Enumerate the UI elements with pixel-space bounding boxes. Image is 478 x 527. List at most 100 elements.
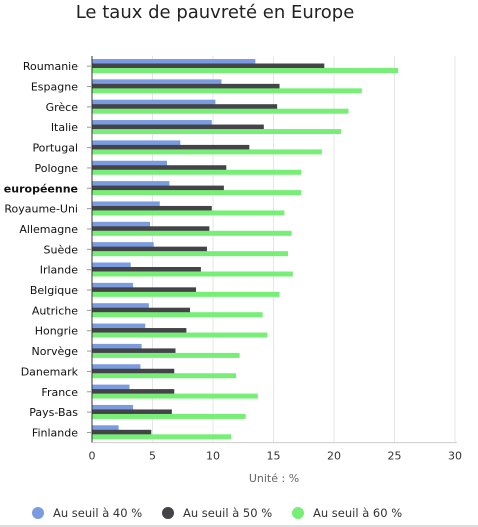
bar-Belgique-0[interactable] (92, 282, 134, 288)
bar-Allemagne-0[interactable] (92, 221, 151, 227)
bar-Belgique-2[interactable] (92, 291, 280, 297)
legend-marker (292, 507, 304, 519)
bar-Suède-1[interactable] (92, 246, 207, 252)
chart-title: Le taux de pauvreté en Europe (75, 2, 355, 23)
bar-Italie-1[interactable] (92, 124, 264, 130)
category-label: Portugal (32, 142, 78, 155)
legend[interactable]: Au seuil à 40 % Au seuil à 50 % Au seuil à… (0, 502, 478, 524)
category-label: Roumanie (23, 60, 78, 73)
bar-Pologne-1[interactable] (92, 165, 227, 171)
bar-Autriche-2[interactable] (92, 312, 263, 318)
bar-Suède-2[interactable] (92, 251, 289, 257)
bar-Italie-0[interactable] (92, 120, 212, 126)
x-tick-label: 5 (149, 450, 156, 463)
category-labels: Roumanie Espagne Grèce Italie Portugal Pologn… (0, 60, 79, 439)
bar-Roumanie-2[interactable] (92, 68, 399, 73)
x-tick-label: 15 (267, 450, 281, 463)
bar-Grèce-2[interactable] (92, 108, 349, 114)
category-label: Danemark (21, 365, 79, 378)
x-tick-label: 10 (206, 450, 220, 463)
bar-Italie-2[interactable] (92, 129, 342, 135)
category-label: France (41, 386, 78, 399)
bar-Union européenne-0[interactable] (92, 181, 170, 187)
bar-Royaume-Uni-1[interactable] (92, 205, 212, 211)
bar-France-0[interactable] (92, 384, 130, 390)
bar-Irlande-0[interactable] (92, 262, 131, 268)
bar-Belgique-1[interactable] (92, 287, 197, 293)
category-label: Royaume-Uni (4, 203, 78, 216)
bar-Norvège-1[interactable] (92, 348, 176, 354)
legend-item[interactable]: Au seuil à 50 % (162, 506, 272, 520)
bar-Finlande-0[interactable] (92, 425, 119, 431)
bar-Portugal-2[interactable] (92, 149, 322, 155)
category-label: Grèce (46, 101, 79, 114)
bar-Norvège-2[interactable] (92, 352, 240, 358)
bar-Grèce-1[interactable] (92, 104, 278, 110)
bar-Autriche-1[interactable] (92, 307, 191, 313)
category-label: Union européenne (0, 182, 78, 195)
bar-Union européenne-2[interactable] (92, 190, 302, 196)
x-tick-label: 0 (89, 450, 96, 463)
bar-Irlande-1[interactable] (92, 267, 201, 272)
bar-Danemark-0[interactable] (92, 364, 141, 370)
bar-Royaume-Uni-0[interactable] (92, 201, 160, 207)
x-tick-label: 20 (327, 450, 341, 463)
legend-item[interactable]: Au seuil à 40 % (32, 506, 142, 520)
bar-Pays-Bas-2[interactable] (92, 413, 246, 419)
bar-Hongrie-1[interactable] (92, 328, 187, 334)
bar-Norvège-0[interactable] (92, 343, 142, 349)
chart-plot: Roumanie Espagne Grèce Italie Portugal Pologn… (0, 56, 463, 485)
legend-marker (162, 507, 174, 519)
bar-Autriche-0[interactable] (92, 303, 149, 309)
legend-label: Au seuil à 50 % (183, 506, 273, 520)
bar-Espagne-0[interactable] (92, 79, 222, 85)
x-tick-label: 25 (388, 450, 402, 463)
category-label: Irlande (40, 264, 79, 277)
category-label: Allemagne (19, 223, 78, 236)
x-tick-labels: 0 5 10 15 20 25 30 (89, 450, 463, 463)
category-label: Suède (44, 243, 79, 256)
bar-Irlande-2[interactable] (92, 271, 293, 277)
x-axis-title: Unité : % (249, 472, 299, 485)
bar-Pologne-0[interactable] (92, 160, 168, 166)
category-label: Pays-Bas (29, 406, 78, 419)
legend-label: Au seuil à 40 % (53, 506, 143, 520)
legend-label: Au seuil à 60 % (313, 506, 403, 520)
x-tick-label: 30 (448, 450, 462, 463)
category-label: Hongrie (35, 325, 79, 338)
bar-Espagne-1[interactable] (92, 83, 280, 89)
bar-Danemark-2[interactable] (92, 373, 236, 379)
category-label: Espagne (31, 81, 78, 94)
bar-Roumanie-0[interactable] (92, 59, 256, 64)
bottom-divider (0, 525, 478, 527)
bar-Allemagne-2[interactable] (92, 230, 292, 236)
legend-item[interactable]: Au seuil à 60 % (292, 506, 402, 520)
bar-Hongrie-0[interactable] (92, 323, 146, 329)
bar-Roumanie-1[interactable] (92, 63, 325, 69)
bar-Danemark-1[interactable] (92, 368, 175, 374)
bar-France-1[interactable] (92, 389, 175, 395)
bars[interactable] (92, 59, 399, 440)
category-label: Belgique (30, 284, 78, 297)
bar-Pays-Bas-1[interactable] (92, 409, 172, 415)
bar-Portugal-0[interactable] (92, 140, 181, 146)
bar-Pologne-2[interactable] (92, 169, 302, 175)
category-label: Autriche (32, 304, 78, 317)
legend-marker (32, 507, 44, 519)
axes (87, 56, 457, 444)
bar-Finlande-1[interactable] (92, 429, 152, 435)
bar-France-2[interactable] (92, 393, 258, 399)
bar-Hongrie-2[interactable] (92, 332, 268, 338)
bar-Suède-0[interactable] (92, 242, 154, 248)
bar-Portugal-1[interactable] (92, 144, 250, 150)
category-label: Finlande (32, 426, 78, 439)
bar-Finlande-2[interactable] (92, 434, 232, 440)
category-label: Norvège (31, 345, 78, 358)
bar-Allemagne-1[interactable] (92, 226, 210, 232)
bar-Grèce-0[interactable] (92, 99, 216, 105)
bar-Royaume-Uni-2[interactable] (92, 210, 285, 216)
bar-Espagne-2[interactable] (92, 88, 362, 94)
bar-Union européenne-1[interactable] (92, 185, 224, 191)
category-label: Pologne (35, 162, 79, 175)
bar-Pays-Bas-0[interactable] (92, 404, 134, 410)
